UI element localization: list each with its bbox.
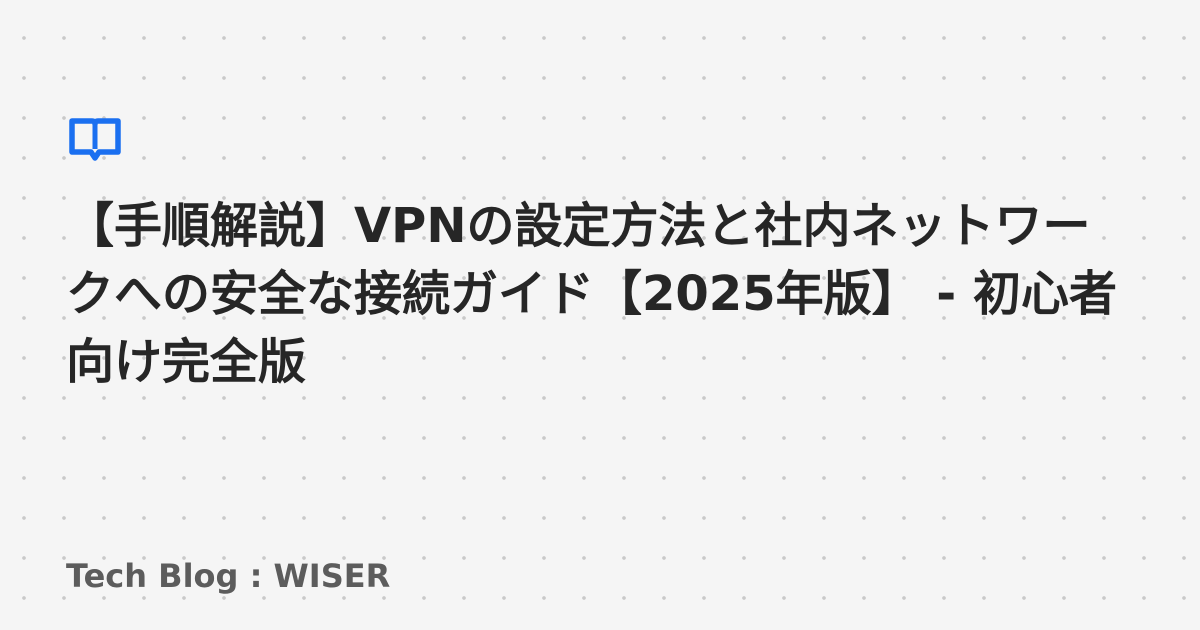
open-book-speech-bubble-icon	[69, 118, 121, 161]
article-title: 【手順解説】VPNの設定方法と社内ネットワークへの安全な接続ガイド【2025年版…	[66, 198, 1117, 390]
site-name: Tech Blog : WISER	[66, 557, 391, 595]
